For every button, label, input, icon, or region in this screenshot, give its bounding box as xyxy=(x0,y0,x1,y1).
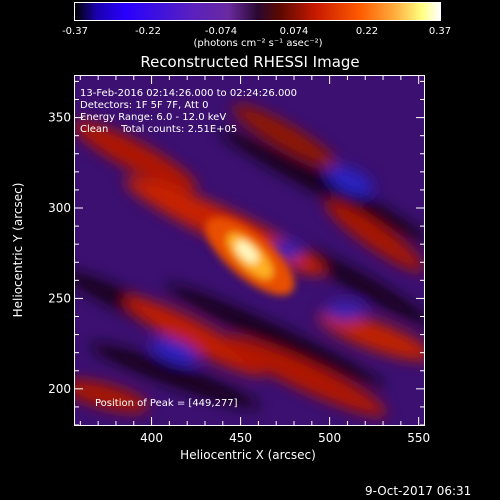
plot-area xyxy=(74,75,425,426)
info-clean-counts: Clean Total counts: 2.51E+05 xyxy=(80,124,238,135)
chart-title: Reconstructed RHESSI Image xyxy=(140,53,360,71)
x-tick-label: 550 xyxy=(407,431,430,445)
y-tick-label: 300 xyxy=(48,201,71,215)
colorbar xyxy=(74,2,441,21)
info-energy-range: Energy Range: 6.0 - 12.0 keV xyxy=(80,112,227,123)
colorbar-tick: 0.37 xyxy=(428,26,452,37)
heatmap-image xyxy=(75,76,424,425)
footer-timestamp: 9-Oct-2017 06:31 xyxy=(365,484,472,498)
x-tick-label: 450 xyxy=(229,431,252,445)
x-tick-label: 500 xyxy=(318,431,341,445)
colorbar-tick: 0.22 xyxy=(355,26,379,37)
info-detectors: Detectors: 1F 5F 7F, Att 0 xyxy=(80,100,209,111)
colorbar-tick: -0.074 xyxy=(204,26,238,37)
colorbar-tick: -0.22 xyxy=(135,26,161,37)
y-tick-label: 350 xyxy=(48,111,71,125)
y-axis-label: Heliocentric Y (arcsec) xyxy=(11,182,25,318)
info-time-range: 13-Feb-2016 02:14:26.000 to 02:24:26.000 xyxy=(80,88,298,99)
peak-position-label: Position of Peak = [449,277] xyxy=(95,398,238,409)
colorbar-tick: -0.37 xyxy=(62,26,88,37)
y-tick-label: 250 xyxy=(48,291,71,305)
colorbar-unit-label: (photons cm⁻² s⁻¹ asec⁻²) xyxy=(193,38,323,49)
colorbar-tick: 0.074 xyxy=(279,26,309,37)
y-tick-label: 200 xyxy=(48,382,71,396)
x-axis-label: Heliocentric X (arcsec) xyxy=(180,448,316,462)
x-tick-label: 400 xyxy=(140,431,163,445)
